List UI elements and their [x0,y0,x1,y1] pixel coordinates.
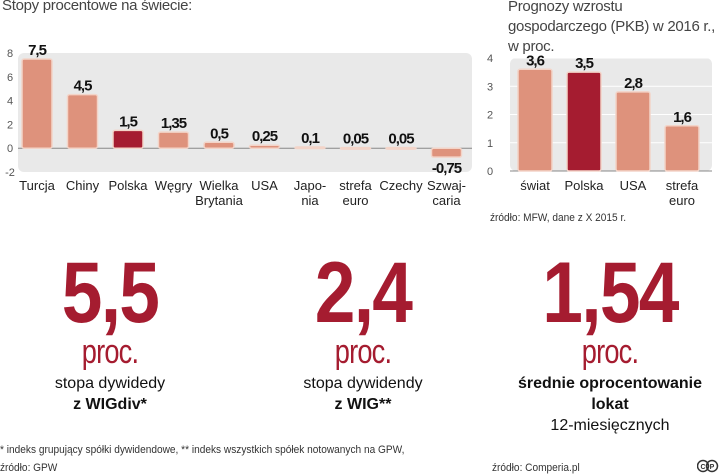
data-label: -0,75 [432,160,462,177]
bar [21,58,53,149]
y-tick-label: 0 [487,166,493,178]
bar [294,146,326,150]
y-tick-label: 8 [7,48,13,60]
stat-value: 5,5 [61,245,160,341]
category-label: USA [620,178,647,193]
category-label: caria [432,193,461,208]
stat-unit: proc. [581,333,639,371]
bar [664,125,700,172]
bar [566,71,602,172]
category-label: Szwaj- [427,178,466,193]
bar [157,131,190,149]
bar [385,146,417,150]
data-label: 1,35 [161,115,187,132]
right-chart-title: Prognozy wzrostu gospodarczego (PKB) w 2… [508,0,715,55]
y-tick-label: 4 [487,53,493,65]
left-chart-title: Stopy procentowe na świecie: [2,0,193,14]
data-label: 1,6 [673,109,692,126]
footnote: * indeks grupujący spółki dywidendowe, *… [0,444,405,456]
bar [517,68,553,172]
category-label: Węgry [155,178,193,193]
bar [66,93,99,149]
bar [615,91,651,172]
y-tick-label: 0 [7,143,13,155]
stat-unit: proc. [334,333,392,371]
stat-label-1: średnie oprocentowanie [517,375,703,392]
category-label: Japo- [294,178,327,193]
stat-value: 1,54 [542,245,679,341]
data-label: 0,5 [210,125,229,142]
bar [430,147,463,158]
category-label: świat [520,178,550,193]
category-label: strefa [666,178,699,193]
data-label: 0,05 [343,131,369,148]
category-label: Chiny [66,178,100,193]
stat-label-1: stopa dywidedy [54,375,166,392]
category-label: Brytania [195,193,243,208]
bar [248,144,281,149]
stat-label-3: 12-miesięcznych [550,417,670,434]
source-right: źródło: Comperia.pl [492,462,580,474]
y-tick-label: 2 [7,119,13,131]
category-label: Czechy [379,178,423,193]
y-tick-label: 3 [487,81,493,93]
data-label: 2,8 [624,75,643,92]
data-label: 4,5 [74,78,93,95]
data-label: 3,5 [575,55,594,72]
bar [203,141,235,149]
y-tick-label: 2 [487,110,493,122]
y-tick-label: -2 [5,167,15,179]
bar [339,146,372,150]
stat-unit: proc. [81,333,139,371]
category-label: euro [669,193,695,208]
category-label: Wielka [199,178,239,193]
category-label: euro [342,193,368,208]
category-label: nia [301,193,319,208]
category-label: Polska [564,178,604,193]
data-label: 1,5 [119,113,138,130]
data-label: 3,6 [526,52,545,69]
category-label: Turcja [19,178,55,193]
category-label: USA [251,178,278,193]
stat-label-2: lokat [591,396,629,413]
data-label: 0,05 [388,131,414,148]
category-label: strefa [339,178,372,193]
data-label: 0,1 [301,130,320,147]
stat-value: 2,4 [314,245,413,341]
data-label: 0,25 [252,128,278,145]
right-chart-source: źródło: MFW, dane z X 2015 r. [490,212,627,224]
charts-svg: 8 6 4 2 0 -2 7,5 Turcja 4,5 Chiny 1,5 Polska 1,35 Węg… [5,42,712,208]
bar [112,129,144,149]
stat-label-2: z WIGdiv* [73,396,147,413]
y-tick-label: 6 [7,72,13,84]
stat-label-1: stopa dywidendy [303,375,423,392]
svg-text:P: P [710,464,715,471]
y-tick-label: 1 [487,138,493,150]
source-left: źródło: GPW [0,462,58,474]
svg-text:C: C [700,464,705,471]
data-label: 7,5 [28,42,47,59]
stat-label-2: z WIG** [334,396,392,413]
category-label: Polska [108,178,148,193]
y-tick-label: 4 [7,96,13,108]
